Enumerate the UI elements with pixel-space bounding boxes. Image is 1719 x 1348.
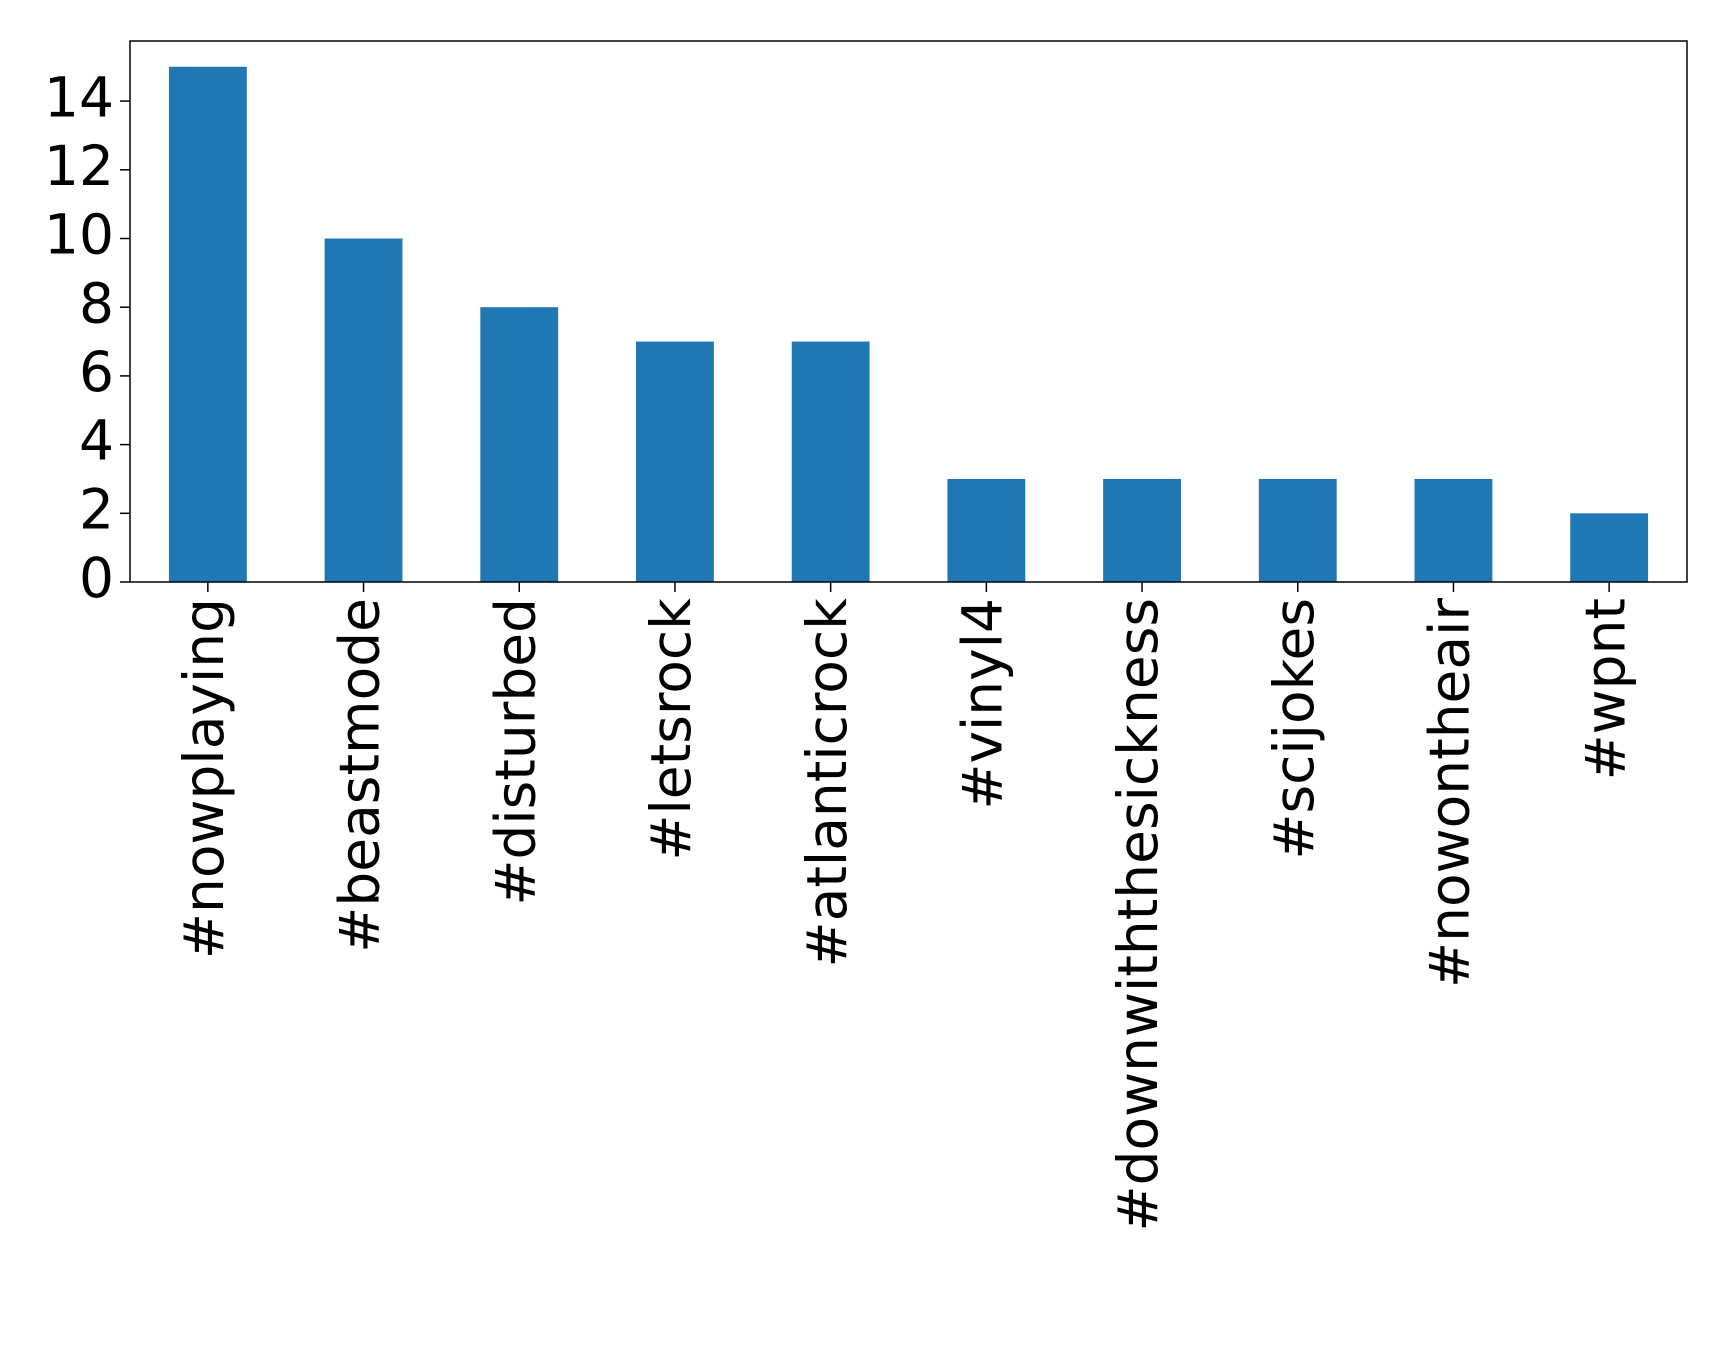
x-tick-label: #wpnt (1573, 598, 1637, 780)
x-tick-label: #beastmode (328, 598, 392, 953)
y-tick-label: 14 (44, 65, 114, 129)
x-tick-label: #atlanticrock (795, 598, 859, 968)
x-tick-label: #letsrock (639, 598, 703, 861)
y-tick-label: 4 (79, 409, 114, 473)
y-tick-label: 6 (79, 340, 114, 404)
plot-frame (129, 40, 1688, 583)
bar (480, 307, 559, 582)
x-tick-label: #nowontheair (1418, 598, 1482, 988)
bar (1414, 478, 1493, 582)
bar (1258, 478, 1337, 582)
y-tick-label: 2 (79, 477, 114, 541)
bar (168, 66, 247, 582)
bar (791, 341, 870, 582)
x-tick-label: #vinyl4 (950, 598, 1014, 810)
y-tick-label: 0 (79, 546, 114, 610)
x-tick-label: #scijokes (1262, 598, 1326, 860)
x-tick-label: #disturbed (483, 598, 547, 906)
bar (1103, 478, 1181, 582)
bar (1570, 513, 1649, 582)
bar (636, 341, 714, 582)
x-tick-label: #downwiththesickness (1106, 598, 1170, 1231)
y-tick-label: 10 (44, 203, 114, 267)
x-tick-label: #nowplaying (172, 598, 236, 959)
y-tick-label: 12 (44, 134, 114, 198)
bar (947, 478, 1026, 582)
y-tick-label: 8 (79, 271, 114, 335)
bar (324, 238, 403, 582)
